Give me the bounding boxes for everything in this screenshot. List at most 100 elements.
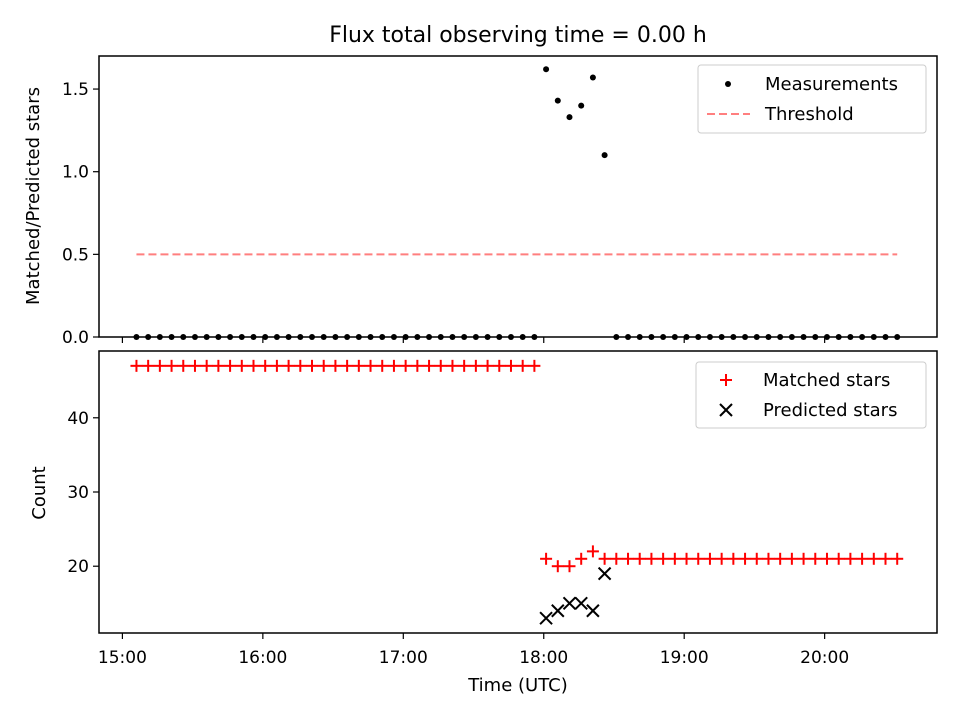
matched-star-point xyxy=(528,359,541,372)
measurement-point xyxy=(215,334,222,340)
measurement-point xyxy=(882,334,889,340)
measurement-point xyxy=(894,334,901,340)
measurement-point xyxy=(765,334,772,340)
x-tick-label: 19:00 xyxy=(660,648,709,668)
matched-star-point xyxy=(142,359,155,372)
matched-star-point xyxy=(493,359,506,372)
measurement-point xyxy=(367,334,374,340)
top-plot-area xyxy=(98,55,938,338)
measurement-point xyxy=(519,334,526,340)
matched-star-point xyxy=(739,552,752,565)
matched-star-point xyxy=(633,552,646,565)
matched-star-point xyxy=(200,359,213,372)
matched-star-point xyxy=(224,359,237,372)
measurement-point xyxy=(449,334,456,340)
legend-predicted-label: Predicted stars xyxy=(763,400,897,421)
matched-star-point xyxy=(399,359,412,372)
measurement-point xyxy=(227,334,234,340)
measurement-point xyxy=(426,334,433,340)
matched-star-point xyxy=(809,552,822,565)
matched-star-point xyxy=(376,359,389,372)
measurement-point xyxy=(660,334,667,340)
x-tick-label: 17:00 xyxy=(379,648,428,668)
measurement-point xyxy=(145,334,152,340)
legend-measurements-label: Measurements xyxy=(765,74,898,95)
top-panel: Matched/Predicted stars 0.0 0.5 1.0 1.5 Mea… xyxy=(23,55,938,348)
matched-star-point xyxy=(575,552,588,565)
measurement-point xyxy=(484,334,491,340)
matched-star-point xyxy=(247,359,260,372)
measurement-point xyxy=(543,66,550,73)
matched-star-point xyxy=(610,552,623,565)
y-tick-label: 40 xyxy=(67,409,89,429)
measurement-point xyxy=(332,334,339,340)
matched-star-point xyxy=(750,552,763,565)
matched-star-point xyxy=(516,359,529,372)
matched-star-point xyxy=(259,359,272,372)
matched-star-point xyxy=(668,552,681,565)
measurement-point xyxy=(180,334,187,340)
matched-star-point xyxy=(212,359,225,372)
x-tick-label: 18:00 xyxy=(519,648,568,668)
legend-matched-label: Matched stars xyxy=(763,370,890,391)
matched-star-point xyxy=(703,552,716,565)
matched-star-point xyxy=(434,359,447,372)
x-tick-label: 20:00 xyxy=(800,648,849,668)
measurement-point xyxy=(683,334,690,340)
measurement-point xyxy=(823,334,830,340)
measurement-point xyxy=(309,334,316,340)
matched-star-point xyxy=(364,359,377,372)
measurement-point xyxy=(355,334,362,340)
matched-star-point xyxy=(797,552,810,565)
measurement-point xyxy=(718,334,725,340)
bottom-y-axis-label: Count xyxy=(29,466,50,519)
y-tick-label: 0.5 xyxy=(62,245,89,265)
measurement-point xyxy=(566,114,573,121)
predicted-star-point xyxy=(562,596,577,611)
matched-star-point xyxy=(341,359,354,372)
matched-star-point xyxy=(727,552,740,565)
y-tick-label: 30 xyxy=(67,483,89,503)
predicted-star-point xyxy=(574,596,588,611)
matched-star-point xyxy=(891,552,904,565)
matched-star-point xyxy=(856,552,869,565)
matched-star-point xyxy=(469,359,482,372)
x-tick-label: 15:00 xyxy=(98,648,147,668)
matched-star-point xyxy=(680,552,693,565)
matched-star-point xyxy=(820,552,833,565)
y-tick-label: 1.0 xyxy=(62,163,89,183)
measurement-point xyxy=(402,334,409,340)
measurement-point xyxy=(625,334,632,340)
measurement-point xyxy=(320,334,327,340)
y-tick-label: 1.5 xyxy=(62,80,89,100)
y-tick-label: 20 xyxy=(67,557,89,577)
matched-star-point xyxy=(622,552,635,565)
measurement-point xyxy=(285,334,292,340)
measurement-point xyxy=(191,334,198,340)
measurement-point xyxy=(835,334,842,340)
measurement-point xyxy=(800,334,807,340)
matched-star-point xyxy=(762,552,775,565)
measurement-point xyxy=(788,334,795,340)
measurement-point xyxy=(344,334,351,340)
measurement-point xyxy=(671,334,678,340)
measurement-point xyxy=(156,334,163,340)
matched-star-point xyxy=(692,552,705,565)
measurement-point xyxy=(273,334,280,340)
matched-star-point xyxy=(270,359,283,372)
matched-star-point xyxy=(306,359,319,372)
measurement-point xyxy=(742,334,749,340)
measurement-point xyxy=(531,334,538,340)
measurement-point xyxy=(437,334,444,340)
matched-star-point xyxy=(481,359,494,372)
top-y-axis-label: Matched/Predicted stars xyxy=(23,87,44,305)
measurement-point xyxy=(390,334,397,340)
measurement-point xyxy=(753,334,760,340)
measurement-point xyxy=(238,334,245,340)
y-tick-label: 0.0 xyxy=(62,328,89,348)
measurement-point xyxy=(297,334,304,340)
measurement-point xyxy=(507,334,514,340)
chart-title: Flux total observing time = 0.00 h xyxy=(329,23,707,48)
measurement-point xyxy=(777,334,784,340)
